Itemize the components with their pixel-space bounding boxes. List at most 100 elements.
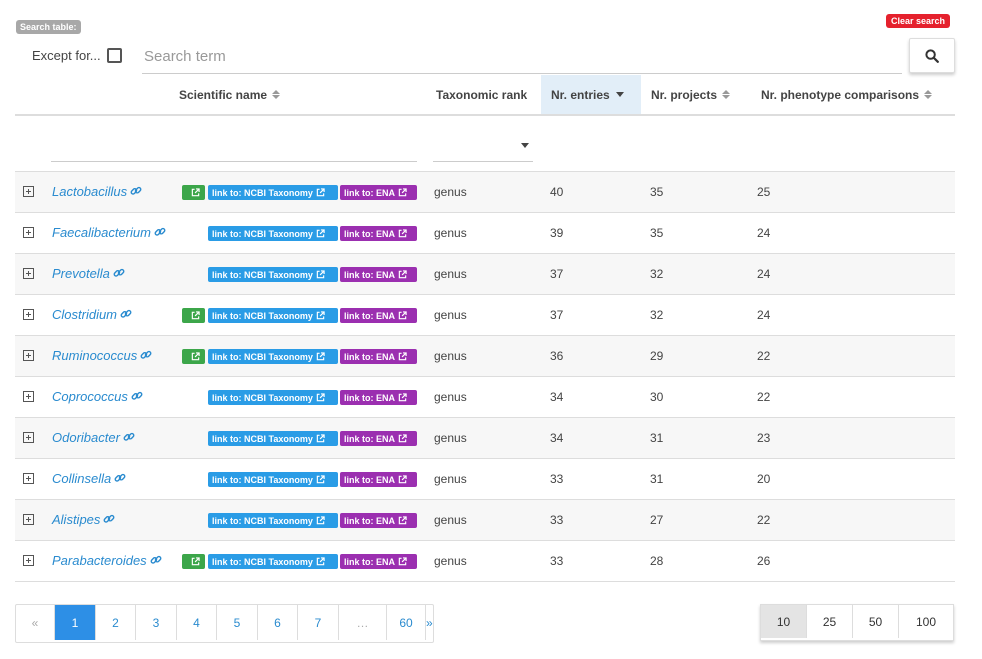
page-size-option-100[interactable]: 100 [915,614,937,629]
scientific-name-link[interactable]: Lactobacillus [52,184,142,199]
expand-row-icon[interactable] [23,350,34,361]
ena-link[interactable]: link to: ENA [340,472,417,487]
ena-label: link to: ENA [344,269,395,280]
external-link-button[interactable] [182,308,205,323]
ena-link[interactable]: link to: ENA [340,308,417,323]
scientific-name-link[interactable]: Parabacteroides [52,553,162,568]
ncbi-taxonomy-link[interactable]: link to: NCBI Taxonomy [208,390,338,405]
clear-search-button[interactable]: Clear search [886,14,951,28]
scientific-name-link[interactable]: Collinsella [52,471,126,486]
page-size-option-50[interactable]: 50 [853,605,899,638]
pagination-page-3[interactable]: 3 [136,605,177,640]
pagination-page-7[interactable]: 7 [298,605,339,640]
expand-row-icon[interactable] [23,555,34,566]
ncbi-taxonomy-label: link to: NCBI Taxonomy [212,392,313,403]
scientific-name-text: Clostridium [52,307,118,322]
taxonomic-rank-cell: genus [434,226,467,240]
ena-label: link to: ENA [344,474,395,485]
link-icon[interactable] [154,226,166,238]
expand-row-icon[interactable] [23,514,34,525]
except-for-toggle[interactable]: Except for... [32,48,122,63]
external-link-button[interactable] [182,185,205,200]
pagination-page-ellipsis[interactable]: … [339,605,387,640]
link-icon[interactable] [150,554,162,566]
link-icon[interactable] [113,267,125,279]
expand-row-icon[interactable] [23,268,34,279]
scientific-name-link[interactable]: Ruminococcus [52,348,152,363]
sort-icon [924,90,933,99]
nr-projects-cell: 28 [650,554,664,568]
link-icon[interactable] [130,185,142,197]
pagination-prev-button[interactable]: « [16,605,55,640]
col-nr-entries[interactable]: Nr. entries [541,75,641,114]
search-button[interactable] [909,38,955,73]
link-icon[interactable] [114,472,126,484]
expand-row-icon[interactable] [23,473,34,484]
pagination-page-2[interactable]: 2 [96,605,136,640]
ena-link[interactable]: link to: ENA [340,185,417,200]
taxonomic-rank-filter-select[interactable] [433,132,533,162]
except-for-checkbox[interactable] [106,48,122,63]
page-size-option-25[interactable]: 25 [807,605,853,638]
link-icon[interactable] [120,308,132,320]
link-icon[interactable] [123,431,135,443]
ena-link[interactable]: link to: ENA [340,554,417,569]
scientific-name-link[interactable]: Odoribacter [52,430,135,445]
external-link-button[interactable] [182,349,205,364]
external-link-button[interactable] [182,554,205,569]
except-for-label: Except for... [32,48,101,63]
ena-label: link to: ENA [344,228,395,239]
link-icon[interactable] [140,349,152,361]
table-row: Parabacteroides link to: NCBI Taxonomy lin… [15,541,955,582]
pagination-page-1[interactable]: 1 [55,605,96,640]
pagination-page-5[interactable]: 5 [217,605,258,640]
ncbi-taxonomy-link[interactable]: link to: NCBI Taxonomy [208,554,338,569]
ncbi-taxonomy-link[interactable]: link to: NCBI Taxonomy [208,349,338,364]
pagination-next-button[interactable]: » [426,615,433,630]
ena-link[interactable]: link to: ENA [340,349,417,364]
pagination-page-6[interactable]: 6 [258,605,298,640]
ena-link[interactable]: link to: ENA [340,267,417,282]
ncbi-taxonomy-link[interactable]: link to: NCBI Taxonomy [208,267,338,282]
sort-icon [272,90,281,99]
nr-projects-cell: 32 [650,308,664,322]
ncbi-taxonomy-link[interactable]: link to: NCBI Taxonomy [208,185,338,200]
nr-entries-cell: 37 [550,267,564,281]
ncbi-taxonomy-label: link to: NCBI Taxonomy [212,515,313,526]
pagination-page-60[interactable]: 60 [387,605,426,640]
pagination-page-4[interactable]: 4 [177,605,217,640]
scientific-name-text: Coprococcus [52,389,128,404]
scientific-name-link[interactable]: Coprococcus [52,389,143,404]
sort-desc-icon [615,92,624,97]
link-icon[interactable] [131,390,143,402]
ena-link[interactable]: link to: ENA [340,390,417,405]
ncbi-taxonomy-link[interactable]: link to: NCBI Taxonomy [208,431,338,446]
ena-link[interactable]: link to: ENA [340,226,417,241]
col-scientific-name[interactable]: Scientific name [169,75,419,114]
scientific-name-link[interactable]: Alistipes [52,512,115,527]
scientific-name-link[interactable]: Clostridium [52,307,132,322]
ena-link[interactable]: link to: ENA [340,513,417,528]
col-nr-projects[interactable]: Nr. projects [641,75,751,114]
external-link-icon [398,188,407,197]
scientific-name-filter-input[interactable] [51,161,417,162]
link-icon[interactable] [103,513,115,525]
search-input[interactable] [142,40,902,74]
page-size-option-10[interactable]: 10 [761,605,807,638]
ncbi-taxonomy-link[interactable]: link to: NCBI Taxonomy [208,226,338,241]
ncbi-taxonomy-link[interactable]: link to: NCBI Taxonomy [208,308,338,323]
pagination: «1 2 3 4 5 6 7… 60» [15,604,434,643]
expand-row-icon[interactable] [23,227,34,238]
scientific-name-link[interactable]: Prevotella [52,266,125,281]
expand-row-icon[interactable] [23,186,34,197]
expand-row-icon[interactable] [23,391,34,402]
ena-label: link to: ENA [344,310,395,321]
ena-link[interactable]: link to: ENA [340,431,417,446]
expand-row-icon[interactable] [23,309,34,320]
scientific-name-link[interactable]: Faecalibacterium [52,225,166,240]
col-nr-phenotype-comparisons[interactable]: Nr. phenotype comparisons [751,75,955,114]
ncbi-taxonomy-link[interactable]: link to: NCBI Taxonomy [208,513,338,528]
ncbi-taxonomy-link[interactable]: link to: NCBI Taxonomy [208,472,338,487]
expand-row-icon[interactable] [23,432,34,443]
taxonomic-rank-cell: genus [434,308,467,322]
